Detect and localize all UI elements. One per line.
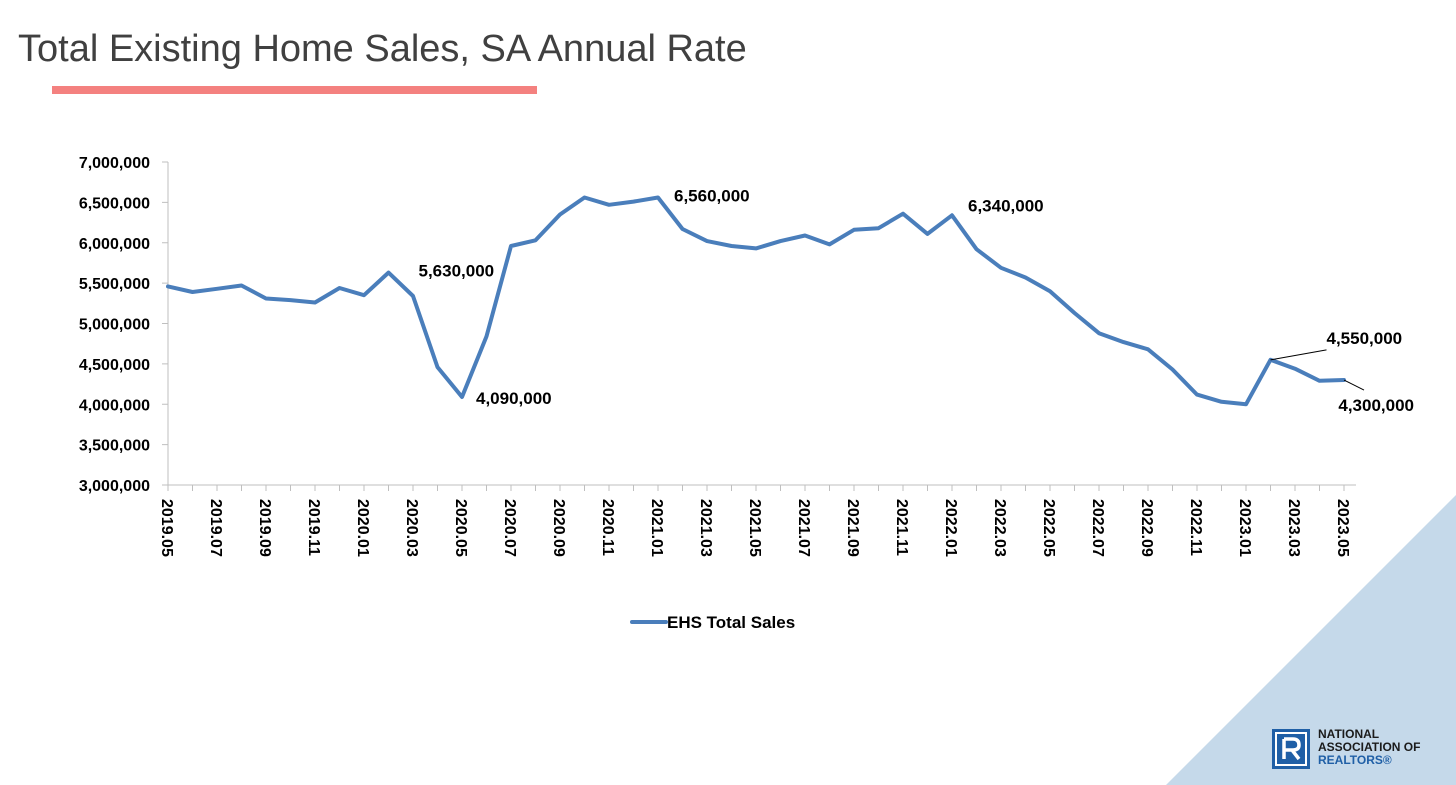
title-underline [52, 86, 537, 94]
x-tick-label: 2023.03 [1285, 499, 1302, 557]
x-tick-label: 2019.11 [305, 499, 322, 556]
series-group [166, 195, 1346, 407]
y-tick-label: 5,500,000 [79, 276, 150, 293]
x-tick-label: 2022.09 [1138, 499, 1155, 557]
label-leader-line [1343, 379, 1365, 391]
data-label: 6,340,000 [968, 196, 1044, 215]
y-tick-label: 4,500,000 [79, 357, 150, 374]
x-tick-label: 2020.01 [354, 499, 371, 557]
data-label: 4,550,000 [1327, 329, 1403, 348]
x-tick-label: 2022.05 [1040, 499, 1057, 557]
x-tick-label: 2020.11 [599, 499, 616, 556]
label-leader-line [1270, 349, 1327, 361]
x-tick-label: 2023.05 [1334, 499, 1351, 557]
x-tick-label: 2019.07 [207, 499, 224, 557]
y-tick-label: 5,000,000 [79, 317, 150, 334]
corner-decoration [1166, 495, 1456, 785]
x-tick-label: 2021.11 [893, 499, 910, 556]
y-tick-label: 6,000,000 [79, 236, 150, 253]
legend-label: EHS Total Sales [667, 613, 795, 632]
y-tick-label: 6,500,000 [79, 195, 150, 212]
x-axis: 2019.05 2019.07 2019.09 2019.11 2020.01 2020.… [158, 484, 1356, 557]
y-tick-label: 7,000,000 [79, 155, 150, 172]
series-line [166, 195, 1346, 407]
data-label: 4,090,000 [476, 389, 552, 408]
x-tick-label: 2019.09 [256, 499, 273, 557]
y-axis: 3,000,000 3,500,000 4,000,000 4,500,000 5,00… [79, 155, 169, 495]
x-tick-label: 2021.09 [844, 499, 861, 557]
data-label: 4,300,000 [1338, 396, 1414, 415]
data-label: 5,630,000 [419, 262, 495, 281]
x-tick-label: 2020.09 [550, 499, 567, 557]
logo-line-3: REALTORS® [1318, 753, 1392, 767]
slide-title: Total Existing Home Sales, SA Annual Rat… [18, 28, 747, 70]
logo-line-2: ASSOCIATION OF [1318, 740, 1421, 754]
logo-wordmark: NATIONAL ASSOCIATION OF REALTORS® [1318, 728, 1420, 767]
data-label: 6,560,000 [674, 187, 750, 206]
x-tick-label: 2022.07 [1089, 499, 1106, 557]
x-tick-label: 2020.03 [403, 499, 420, 557]
data-labels: 5,630,000 4,090,000 6,560,000 6,340,000 4,55… [419, 187, 1415, 415]
legend: EHS Total Sales [630, 613, 795, 632]
x-tick-label: 2020.05 [452, 499, 469, 557]
y-tick-label: 3,000,000 [79, 478, 150, 495]
x-tick-label: 2022.01 [942, 499, 959, 557]
y-tick-label: 4,000,000 [79, 397, 150, 414]
x-tick-label: 2021.05 [746, 499, 763, 557]
x-tick-label: 2019.05 [158, 499, 175, 557]
x-tick-label: 2021.01 [648, 499, 665, 557]
x-tick-label: 2022.03 [991, 499, 1008, 557]
x-tick-label: 2021.03 [697, 499, 714, 557]
x-tick-label: 2022.11 [1187, 499, 1204, 556]
x-tick-label: 2023.01 [1236, 499, 1253, 557]
x-tick-label: 2021.07 [795, 499, 812, 557]
nar-logo: NATIONAL ASSOCIATION OF REALTORS® [1272, 727, 1447, 771]
x-tick-label: 2020.07 [501, 499, 518, 557]
realtor-r-icon [1272, 729, 1310, 769]
logo-line-1: NATIONAL [1318, 727, 1380, 741]
y-tick-label: 3,500,000 [79, 438, 150, 455]
